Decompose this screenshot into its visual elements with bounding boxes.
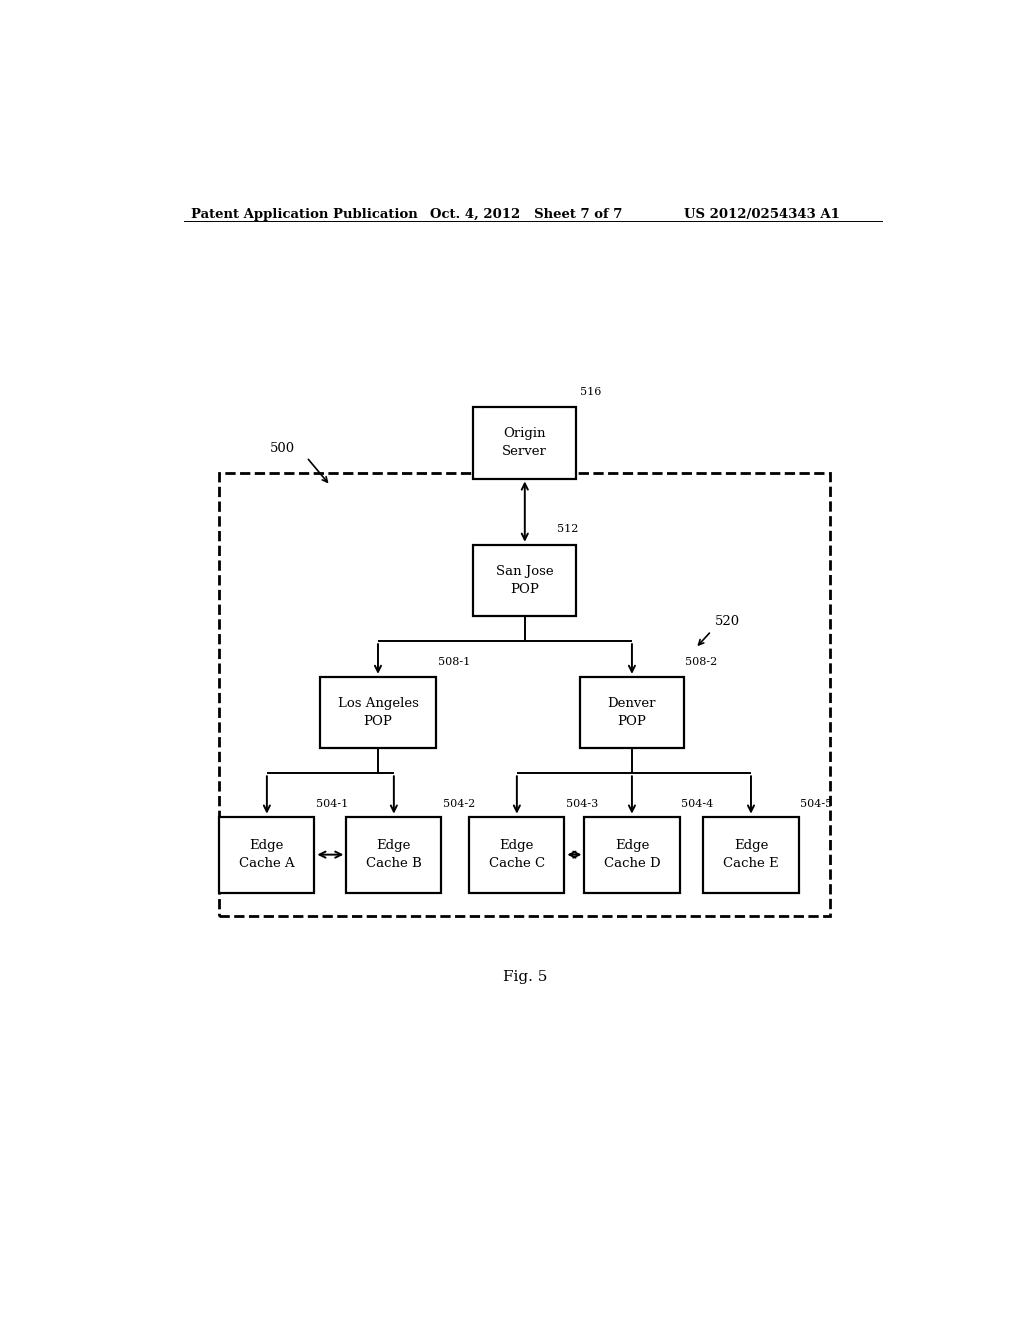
Text: 504-1: 504-1 (316, 799, 348, 809)
Text: 504-5: 504-5 (800, 799, 833, 809)
Text: San Jose
POP: San Jose POP (496, 565, 554, 595)
Text: Denver
POP: Denver POP (607, 697, 656, 727)
Text: Oct. 4, 2012   Sheet 7 of 7: Oct. 4, 2012 Sheet 7 of 7 (430, 207, 622, 220)
Text: 508-2: 508-2 (685, 656, 718, 667)
Bar (473, 545, 577, 616)
Bar (469, 817, 564, 892)
Text: 512: 512 (557, 524, 578, 535)
Text: 508-1: 508-1 (437, 656, 470, 667)
Text: Fig. 5: Fig. 5 (503, 970, 547, 983)
Text: 504-3: 504-3 (566, 799, 598, 809)
Text: 504-2: 504-2 (443, 799, 475, 809)
Text: Edge
Cache D: Edge Cache D (603, 840, 660, 870)
Text: Los Angeles
POP: Los Angeles POP (338, 697, 419, 727)
Bar (346, 817, 441, 892)
Bar (219, 817, 314, 892)
Text: Edge
Cache C: Edge Cache C (488, 840, 545, 870)
Text: Edge
Cache B: Edge Cache B (366, 840, 422, 870)
Bar (473, 408, 577, 479)
Text: Patent Application Publication: Patent Application Publication (191, 207, 418, 220)
Text: 500: 500 (269, 442, 295, 454)
Text: 520: 520 (715, 615, 740, 628)
Text: Edge
Cache E: Edge Cache E (723, 840, 779, 870)
Text: Edge
Cache A: Edge Cache A (239, 840, 295, 870)
Text: 504-4: 504-4 (681, 799, 714, 809)
Bar (703, 817, 799, 892)
Bar (585, 817, 680, 892)
Bar (321, 677, 435, 748)
Bar (581, 677, 684, 748)
Text: Origin
Server: Origin Server (503, 428, 547, 458)
Text: 516: 516 (581, 387, 602, 397)
Bar (219, 474, 830, 916)
Text: US 2012/0254343 A1: US 2012/0254343 A1 (684, 207, 840, 220)
